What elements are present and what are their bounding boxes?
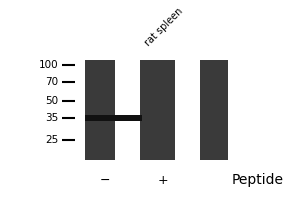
Text: 70: 70 [45, 77, 58, 87]
Text: 25: 25 [45, 135, 58, 145]
Text: 35: 35 [45, 113, 58, 123]
Bar [85, 60, 115, 160]
Bar [85, 115, 142, 121]
Text: Peptide: Peptide [232, 173, 284, 187]
Bar [140, 60, 175, 160]
Bar [200, 60, 228, 160]
Text: −: − [100, 173, 110, 186]
Text: rat spleen: rat spleen [143, 6, 185, 48]
Text: +: + [158, 173, 168, 186]
Text: 50: 50 [45, 96, 58, 106]
Text: 100: 100 [38, 60, 58, 70]
